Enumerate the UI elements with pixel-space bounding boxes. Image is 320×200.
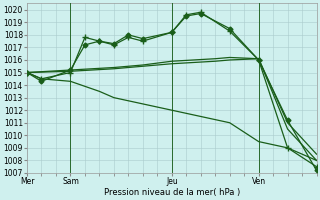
X-axis label: Pression niveau de la mer( hPa ): Pression niveau de la mer( hPa ) bbox=[104, 188, 240, 197]
